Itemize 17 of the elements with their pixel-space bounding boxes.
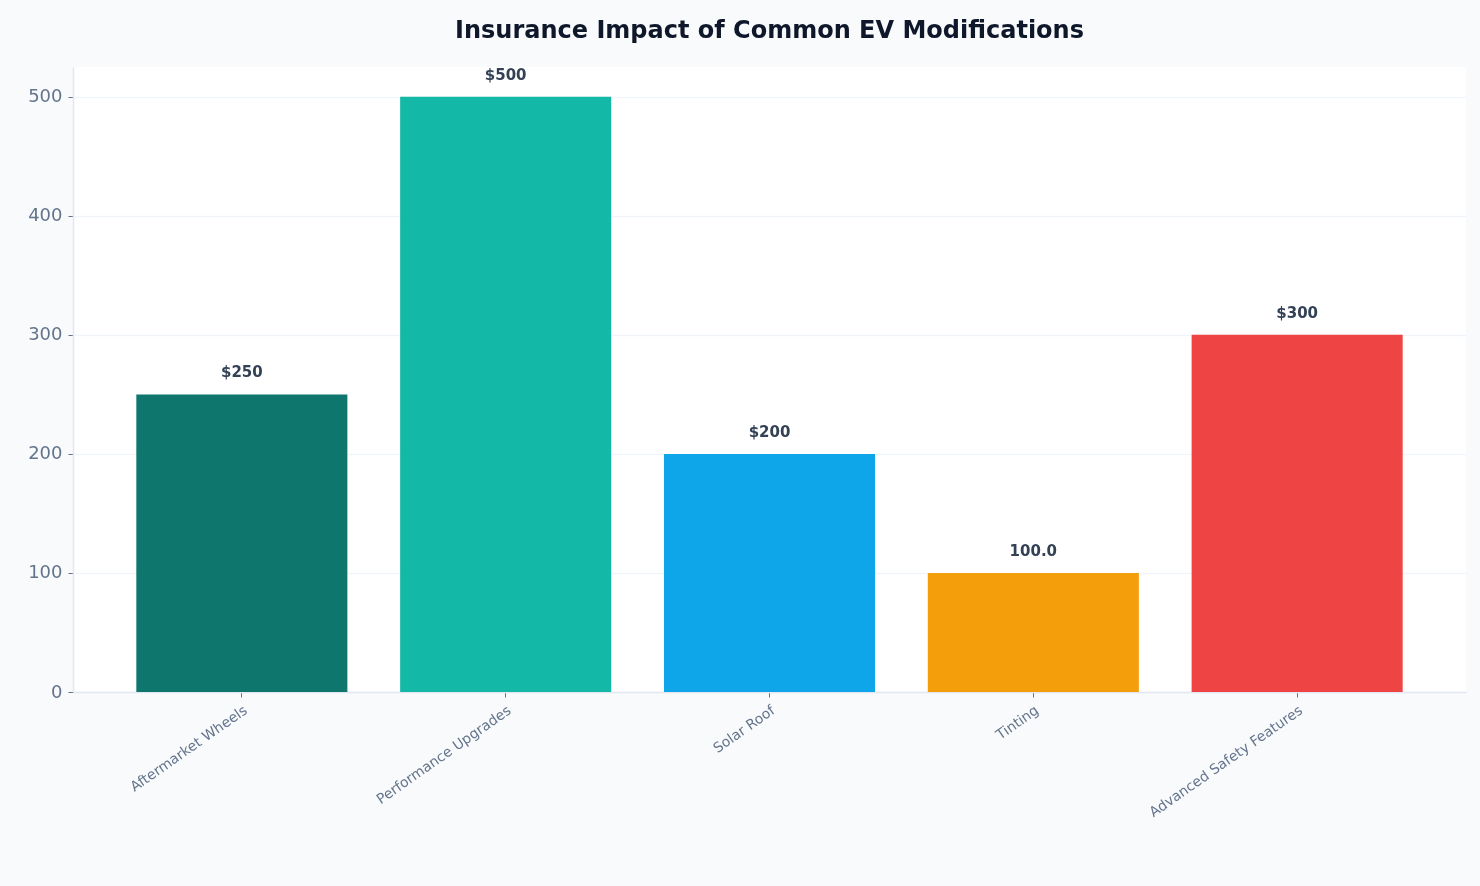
- bar: [663, 453, 876, 692]
- y-tick-label: 200: [28, 442, 63, 464]
- data-label: $300: [1276, 303, 1319, 322]
- y-tick-label: 100: [28, 561, 63, 583]
- y-tick-label: 0: [51, 680, 63, 702]
- data-label: $500: [484, 65, 527, 84]
- data-label: $250: [220, 363, 263, 382]
- bar: [927, 572, 1139, 692]
- chart-title: Insurance Impact of Common EV Modifications: [455, 16, 1084, 44]
- data-label: $200: [748, 422, 791, 441]
- y-tick-label: 500: [28, 85, 63, 107]
- bar: [136, 394, 348, 692]
- y-tick-label: 400: [28, 204, 63, 226]
- bar: [400, 96, 612, 692]
- data-label: 100.0: [1009, 541, 1058, 560]
- y-tick-label: 300: [28, 323, 63, 345]
- bar: [1191, 334, 1403, 692]
